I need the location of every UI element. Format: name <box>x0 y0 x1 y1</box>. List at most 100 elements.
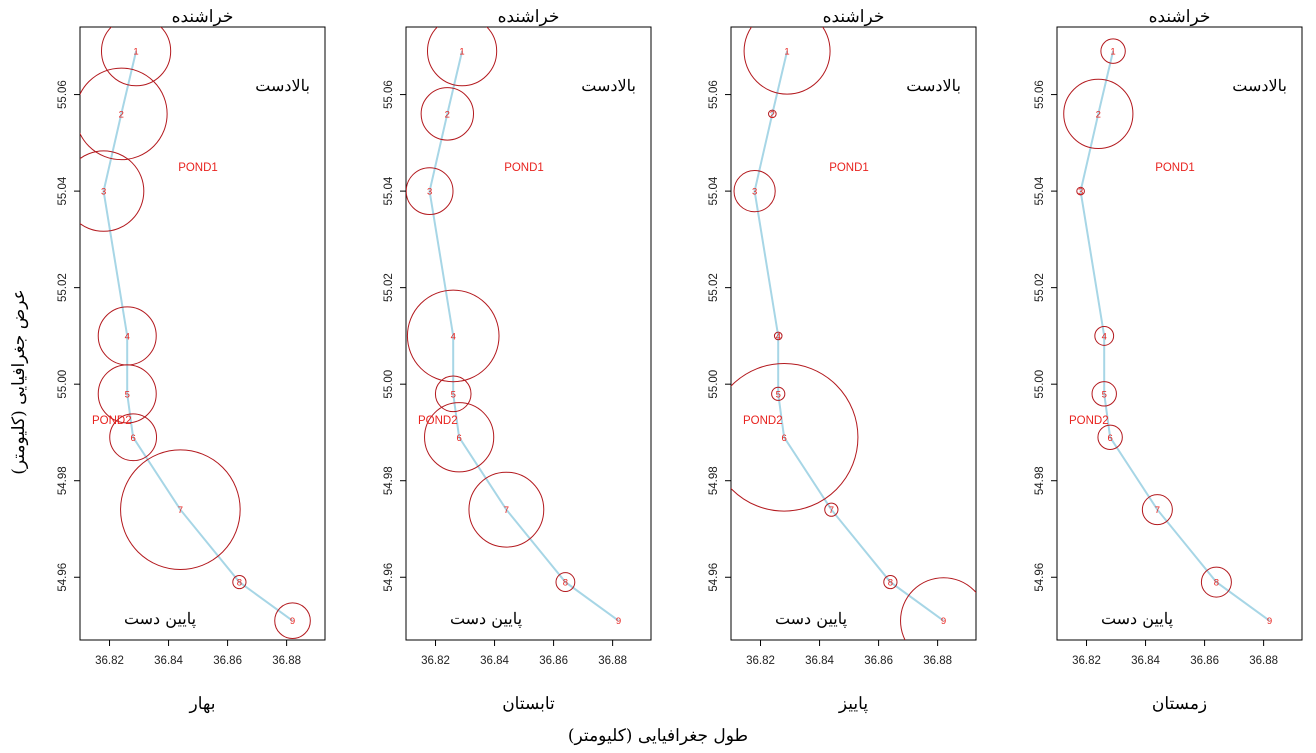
station-circle <box>100 27 172 87</box>
panel-season-label: زمستان <box>1152 694 1207 714</box>
station-label: 8 <box>237 578 242 589</box>
y-tick-label: 54.96 <box>57 563 69 592</box>
station-circles <box>406 27 576 592</box>
y-tick-label: 54.98 <box>383 466 395 495</box>
station-circle <box>743 27 831 95</box>
plot-frame <box>1056 26 1303 641</box>
station-circle <box>900 577 976 640</box>
x-tick-label: 36.82 <box>1072 655 1101 667</box>
figure-x-axis-label: طول جغرافیایی (کلیومتر) <box>568 726 748 746</box>
upstream-label: بالادست <box>1232 76 1287 95</box>
station-label: 6 <box>130 433 135 444</box>
y-tick-label: 55.02 <box>383 273 395 302</box>
y-tick-label: 54.96 <box>1034 563 1046 592</box>
station-circles <box>1063 38 1232 598</box>
station-label: 1 <box>459 47 464 58</box>
y-tick-label: 55.00 <box>57 370 69 399</box>
x-tick-label: 36.86 <box>864 655 893 667</box>
panel-title: خراشنده <box>823 7 885 27</box>
station-label: 1 <box>784 47 789 58</box>
station-circle <box>406 289 500 383</box>
x-tick-label: 36.82 <box>95 655 124 667</box>
station-label: 8 <box>1214 578 1219 589</box>
pond2-label: POND2 <box>743 415 783 427</box>
station-label: 7 <box>829 505 834 516</box>
station-label: 5 <box>1102 389 1107 400</box>
station-label: 6 <box>1107 433 1112 444</box>
x-tick-label: 36.86 <box>539 655 568 667</box>
upstream-label: بالادست <box>906 76 961 95</box>
y-tick-label: 55.00 <box>708 370 720 399</box>
pond2-label: POND2 <box>418 415 458 427</box>
y-tick-label: 55.04 <box>708 176 720 205</box>
x-tick-label: 36.82 <box>746 655 775 667</box>
y-tick-label: 55.02 <box>57 273 69 302</box>
y-tick-label: 55.02 <box>708 273 720 302</box>
station-circle <box>1063 78 1134 149</box>
station-circle <box>80 67 168 161</box>
station-circle <box>434 375 472 413</box>
downstream-label: پایین دست <box>124 609 196 628</box>
station-label: 8 <box>563 578 568 589</box>
station-circle <box>824 502 839 517</box>
x-tick-label: 36.84 <box>1131 655 1160 667</box>
station-label: 3 <box>752 187 757 198</box>
y-tick-label: 55.04 <box>57 176 69 205</box>
season-panel: خراشنده پاییز 36.82 36.84 36.86 36.88 54.96 54.… <box>708 7 977 714</box>
y-tick-label: 54.98 <box>57 466 69 495</box>
y-tick-label: 55.06 <box>57 80 69 109</box>
y-tick-label: 54.98 <box>708 466 720 495</box>
y-tick-label: 55.02 <box>1034 273 1046 302</box>
station-label: 6 <box>456 433 461 444</box>
station-label: 3 <box>101 187 106 198</box>
station-label: 3 <box>427 187 432 198</box>
panel-title: خراشنده <box>1149 7 1211 27</box>
station-circle <box>97 364 157 424</box>
station-label: 3 <box>1078 187 1083 198</box>
y-tick-label: 55.00 <box>383 370 395 399</box>
panel-title: خراشنده <box>498 7 560 27</box>
station-label: 7 <box>504 505 509 516</box>
station-label: 9 <box>290 616 295 627</box>
station-circle <box>1200 566 1232 598</box>
station-circle <box>773 331 783 341</box>
x-tick-label: 36.86 <box>1190 655 1219 667</box>
x-tick-label: 36.84 <box>154 655 183 667</box>
pond2-label: POND2 <box>1069 415 1109 427</box>
station-circle <box>424 402 495 473</box>
station-label: 9 <box>941 616 946 627</box>
downstream-label: پایین دست <box>450 609 522 628</box>
station-circle <box>232 574 247 590</box>
panel-season-label: تابستان <box>502 694 555 714</box>
station-circle <box>733 170 776 213</box>
pond2-label: POND2 <box>92 415 132 427</box>
station-circle <box>1097 424 1123 450</box>
y-tick-label: 55.04 <box>383 176 395 205</box>
station-circle <box>468 471 545 548</box>
station-label: 2 <box>119 109 124 120</box>
plot-frame <box>405 26 652 641</box>
station-circle <box>771 386 786 401</box>
season-panel: خراشنده بهار 36.82 36.84 36.86 36.88 54.96 54.9… <box>57 7 326 714</box>
season-panels: خراشنده بهار 36.82 36.84 36.86 36.88 54.96 54.9… <box>57 7 1303 714</box>
y-tick-label: 55.06 <box>383 80 395 109</box>
station-circle <box>1091 381 1117 407</box>
station-circle <box>883 574 898 590</box>
station-label: 5 <box>125 389 130 400</box>
station-label: 5 <box>776 389 781 400</box>
station-label: 2 <box>445 109 450 120</box>
station-label: 9 <box>1267 616 1272 627</box>
station-circles <box>80 27 311 639</box>
plot-frame <box>730 26 977 641</box>
station-circle <box>1100 38 1126 64</box>
station-circle <box>1076 186 1085 196</box>
station-circle <box>555 572 576 592</box>
station-label: 2 <box>770 109 775 120</box>
y-tick-label: 55.04 <box>1034 176 1046 205</box>
stream-line <box>753 50 945 622</box>
station-circle <box>120 449 241 570</box>
x-tick-label: 36.88 <box>598 655 627 667</box>
figure-y-axis-label: عرض جغرافیایی (کلیومتر) <box>9 289 29 475</box>
pond1-label: POND1 <box>829 162 869 174</box>
